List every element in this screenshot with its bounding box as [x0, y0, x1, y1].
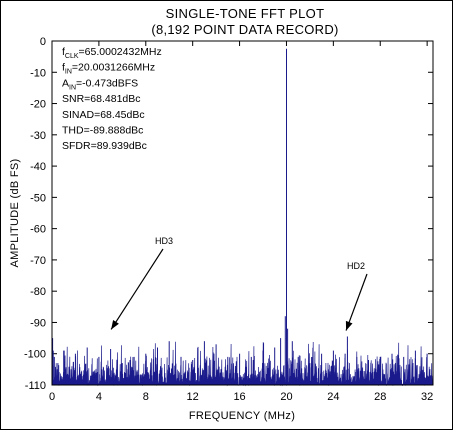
- y-axis-ticks: 0 -10 -20 -30 -40 -50 -60 -70 -80 -90 -100 -110: [24, 36, 433, 392]
- x-tick-label: 32: [421, 391, 433, 403]
- chart-subtitle: (8,192 POINT DATA RECORD): [151, 22, 338, 37]
- hd3-arrow-line: [110, 248, 164, 330]
- annotation-line: SFDR=89.939dBc: [62, 140, 147, 152]
- annotation-line: fIN=20.0031266MHz: [62, 62, 155, 76]
- annotation-line: THD=-89.888dBc: [62, 125, 143, 137]
- measurement-annotations: fCLK=65.0002432MHz fIN=20.0031266MHzAIN=-…: [62, 46, 162, 152]
- y-tick-label: -20: [30, 99, 46, 111]
- hd3-label: HD3: [155, 236, 173, 246]
- plot-frame: [51, 40, 434, 386]
- fft-spectrum-series: [51, 48, 434, 387]
- y-tick-label: -110: [25, 380, 46, 392]
- annotation-line: SINAD=68.45dBc: [62, 109, 145, 121]
- hd2-arrow-line: [345, 273, 368, 331]
- y-tick-label: -50: [30, 192, 46, 204]
- y-tick-label: -60: [30, 224, 46, 236]
- y-tick-label: -30: [30, 130, 46, 142]
- harmonic-callouts: HD3 HD2: [110, 236, 368, 331]
- x-tick-label: 28: [374, 391, 386, 403]
- x-tick-label: 8: [143, 391, 149, 403]
- hd3-arrow-arrowhead: [111, 320, 119, 330]
- y-tick-label: 0: [40, 36, 46, 48]
- y-tick-label: -40: [30, 161, 46, 173]
- x-tick-label: 0: [49, 391, 55, 403]
- y-tick-label: -90: [30, 317, 46, 329]
- x-axis-label: FREQUENCY (MHz): [189, 410, 295, 422]
- hd2-label: HD2: [347, 261, 365, 271]
- x-tick-label: 16: [233, 391, 245, 403]
- annotation-line: SNR=68.481dBc: [62, 93, 141, 105]
- y-tick-label: -80: [30, 286, 46, 298]
- x-tick-label: 4: [96, 391, 102, 403]
- y-axis-label: AMPLITUDE (dB FS): [9, 158, 21, 267]
- y-tick-label: -10: [30, 67, 46, 79]
- x-tick-label: 12: [187, 391, 199, 403]
- hd2-arrow-arrowhead: [345, 320, 353, 331]
- chart-title: SINGLE-TONE FFT PLOT: [166, 6, 325, 21]
- annotation-line: AIN=-0.473dBFS: [62, 77, 138, 91]
- x-tick-label: 24: [327, 391, 339, 403]
- y-tick-label: -70: [30, 255, 46, 267]
- annotation-line: fCLK=65.0002432MHz: [62, 46, 162, 60]
- y-tick-label: -100: [24, 349, 46, 361]
- x-tick-label: 20: [280, 391, 292, 403]
